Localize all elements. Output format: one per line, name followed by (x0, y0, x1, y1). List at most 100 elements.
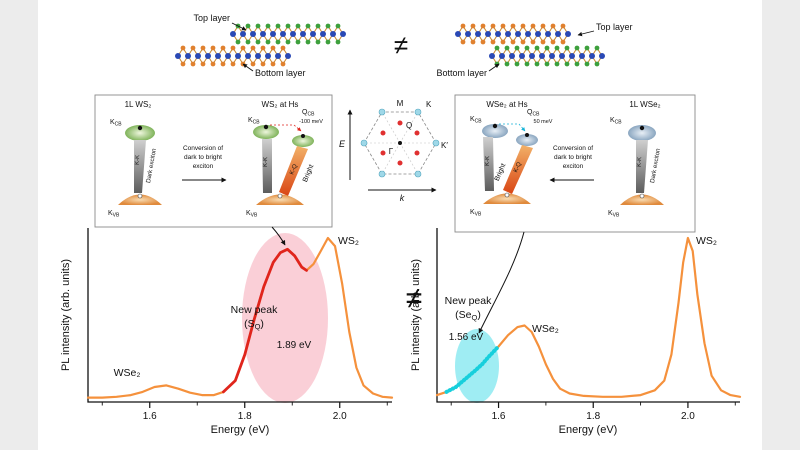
not-equal-symbol-plots: ≠ (406, 282, 422, 315)
bz-k-point-dots (360, 108, 440, 178)
momentum-axis-label: k (400, 193, 405, 203)
crystal-stack-left: Top layer Bottom layer (175, 13, 346, 78)
kq-band-label-c: K-Q (513, 161, 523, 173)
new-peak-highlight-ellipse-left (242, 233, 328, 403)
top-layer-arrow-right (577, 30, 595, 37)
crystal-stack-right: Top layer Bottom layer (436, 22, 632, 78)
cb-valley-k-d (628, 125, 656, 141)
ws2-peak-label-left: WS₂ (338, 235, 359, 247)
bz-m-label: M (397, 99, 404, 108)
kvb-label-b: KVB (246, 210, 258, 219)
kk-band-label-a: K-K (135, 155, 142, 165)
inset-to-peak-arrow-left (271, 226, 286, 246)
conversion-text-l3-right: exciton (563, 163, 584, 170)
kcb-label-a: KCB (110, 119, 122, 128)
peak-energy-label-left: 1.89 eV (277, 340, 312, 351)
cb-valley-q-c (516, 134, 538, 146)
svg-text:1.8: 1.8 (238, 411, 252, 422)
qcb-label-b: QCB (302, 109, 315, 118)
bz-k-label: K (426, 100, 432, 109)
bottom-layer-label-right: Bottom layer (436, 68, 487, 78)
bz-gamma-label: Γ (389, 147, 394, 156)
hole-dot-d (639, 193, 645, 199)
top-layer-label-right: Top layer (596, 22, 633, 32)
x-axis-label-right: Energy (eV) (559, 424, 618, 436)
x-ticks-right: 1.6 1.8 2.0 (450, 402, 736, 422)
new-peak-segment-right (444, 344, 501, 394)
inset-title-1l-wse2: 1L WSe₂ (629, 100, 660, 109)
kq-band-label-b: K-Q (289, 163, 299, 175)
inset-title-wse2-hs: WSe₂ at Hs (486, 100, 527, 109)
electron-dot-d (639, 125, 645, 131)
peak-energy-label-right: 1.56 eV (449, 332, 484, 343)
x-axis-label-left: Energy (eV) (211, 424, 270, 436)
kk-band-label-b: K-K (263, 157, 269, 167)
lattice-bottom-layer-right (489, 45, 605, 67)
hole-dot-c (504, 192, 510, 198)
new-peak-label-left: New peak (231, 304, 278, 316)
cb-valley-k-c (482, 124, 508, 138)
y-axis-label-right: PL intensity (arb. units) (410, 259, 422, 371)
brillouin-zone-diagram: E k M K K′ Γ Q (339, 99, 448, 203)
qcb-label-c: QCB (527, 109, 540, 118)
kvb-label-a: KVB (108, 210, 120, 219)
electron-dot-a (137, 125, 143, 131)
cb-valley-k-a (125, 125, 155, 141)
kvb-label-d: KVB (608, 210, 620, 219)
axes-left (87, 228, 392, 403)
kq-band-c (503, 145, 533, 194)
bottom-layer-label-left: Bottom layer (255, 68, 306, 78)
svg-text:2.0: 2.0 (681, 411, 695, 422)
bz-q-label: Q (406, 121, 412, 130)
vb-hill-d (620, 194, 664, 205)
energy-offset-label-wse2: 50 meV (534, 119, 553, 125)
bz-q-point-dots (380, 120, 420, 166)
svg-text:1.6: 1.6 (492, 411, 506, 422)
pl-plot-right: 1.6 1.8 2.0 Energy (eV) PL intensity (arb.… (410, 228, 742, 436)
inset-title-ws2-hs: WS₂ at Hs (262, 100, 299, 109)
kcb-label-d: KCB (610, 117, 622, 126)
hole-dot-a (137, 193, 143, 199)
cb-valley-k-b (253, 125, 279, 139)
kk-band-label-d: K-K (637, 157, 644, 167)
x-ticks-left: 1.6 1.8 2.0 (101, 402, 388, 422)
inset-wse2-frame (454, 94, 696, 233)
new-peak-segment-left (221, 247, 308, 394)
svg-text:2.0: 2.0 (333, 411, 347, 422)
conversion-text-l3-left: exciton (193, 163, 214, 170)
electron-dot-c-q (525, 133, 529, 137)
kq-band-b (279, 146, 308, 196)
inset-to-peak-arrow-right (478, 231, 525, 334)
kk-band-a (134, 140, 146, 193)
energy-axis-label: E (339, 139, 346, 149)
pl-plot-left: 1.6 1.8 2.0 Energy (eV) PL intensity (arb.… (60, 226, 394, 436)
kk-band-d (636, 140, 648, 193)
bz-gamma-dot (398, 141, 402, 145)
electron-dot-c-k (492, 123, 498, 129)
ws2-peak-label-right: WS₂ (696, 235, 717, 247)
inset-wse2-band-diagram: WSe₂ at Hs 1L WSe₂ KCB QCB 50 meV K-K K-… (454, 94, 696, 233)
y-axis-label-left: PL intensity (arb. units) (60, 259, 72, 371)
cb-valley-q-b (292, 135, 314, 147)
lattice-top-layer-left (230, 23, 346, 45)
kcb-label-b: KCB (248, 117, 260, 126)
bz-kprime-label: K′ (441, 141, 448, 150)
electron-dot-b-k (263, 124, 269, 130)
vb-hill-c (483, 193, 531, 204)
new-peak-symbol-right: (SeQ) (455, 309, 481, 322)
conversion-text-l1-left: Conversion of (183, 145, 223, 152)
vb-hill-b (256, 194, 304, 205)
conversion-text-l2-right: dark to bright (554, 154, 592, 161)
new-peak-label-right: New peak (445, 295, 492, 307)
electron-dot-b-q (301, 134, 305, 138)
conversion-text-l1-right: Conversion of (553, 145, 593, 152)
kk-band-label-c: K-K (485, 156, 491, 166)
bz-internal-lines (364, 111, 436, 175)
svg-text:1.6: 1.6 (143, 411, 157, 422)
kk-band-b (262, 139, 272, 193)
lattice-top-layer-right (455, 23, 571, 45)
kcb-label-c: KCB (470, 116, 482, 125)
conversion-text-l2-left: dark to bright (184, 154, 222, 161)
